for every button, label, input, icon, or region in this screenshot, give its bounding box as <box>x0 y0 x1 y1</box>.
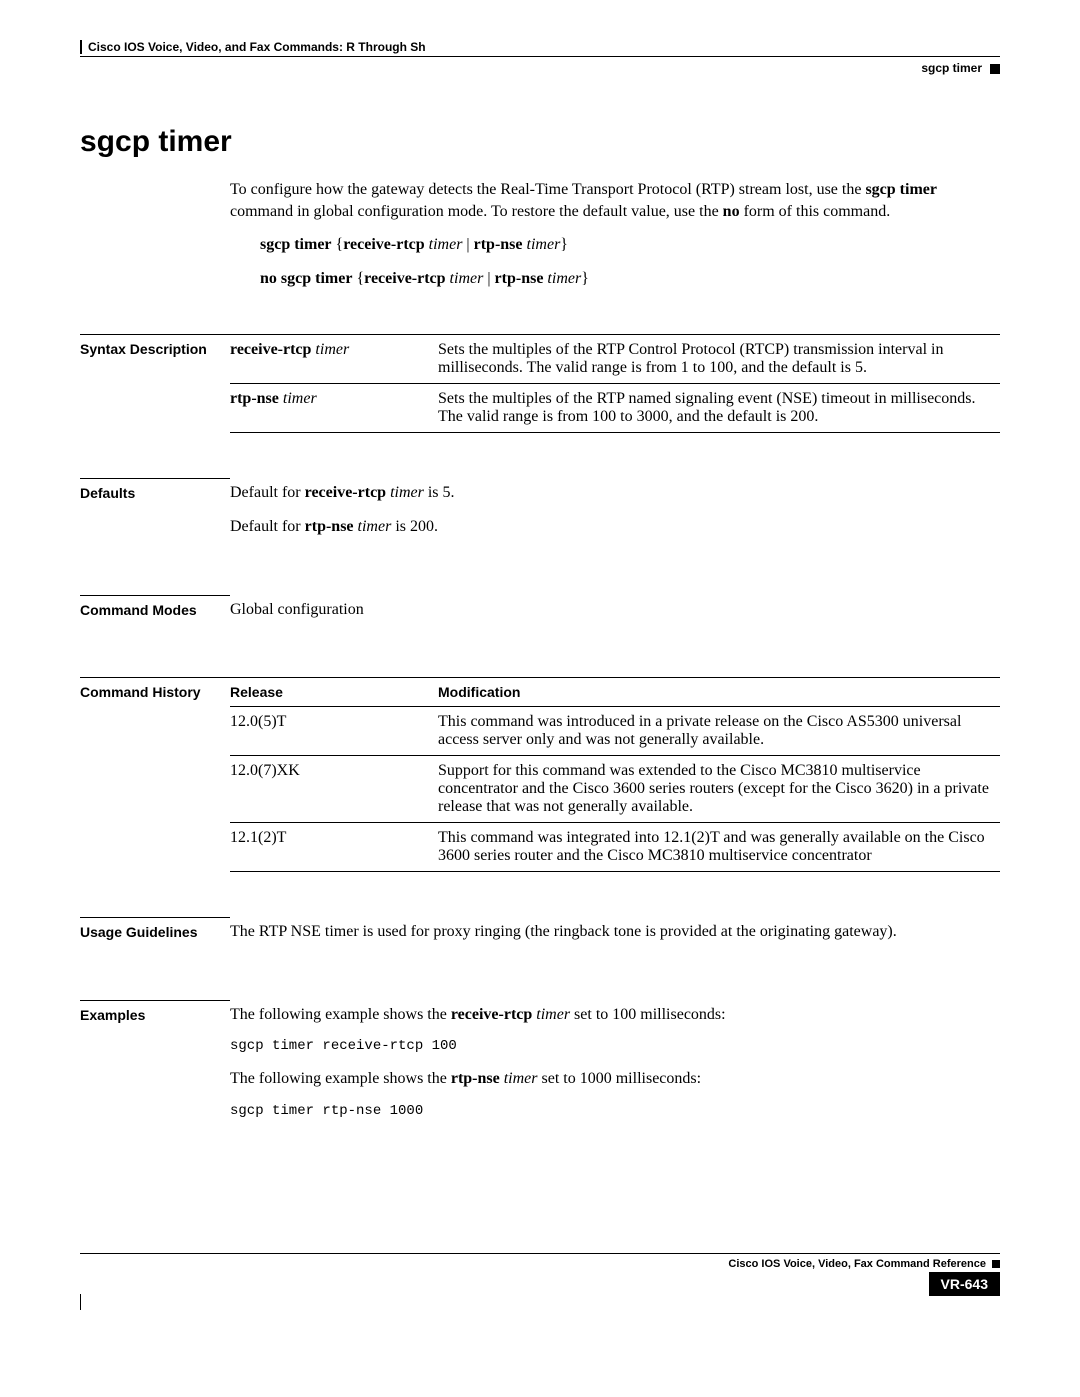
table-row: 12.0(5)TThis command was introduced in a… <box>230 707 1000 756</box>
footer: Cisco IOS Voice, Video, Fax Command Refe… <box>80 1253 1000 1270</box>
code-example: sgcp timer receive-rtcp 100 <box>230 1037 1000 1056</box>
footer-ref: Cisco IOS Voice, Video, Fax Command Refe… <box>728 1258 986 1270</box>
syntax-line-2: no sgcp timer {receive-rtcp timer | rtp-… <box>260 268 1000 290</box>
topic-header: sgcp timer <box>80 61 1000 75</box>
code-example: sgcp timer rtp-nse 1000 <box>230 1102 1000 1121</box>
command-modes-section: Command Modes Global configuration <box>80 595 1000 633</box>
table-row: rtp-nse timer Sets the multiples of the … <box>230 384 1000 433</box>
section-label: Defaults <box>80 478 230 549</box>
section-label: Usage Guidelines <box>80 917 230 955</box>
examples-section: Examples The following example shows the… <box>80 1000 1000 1133</box>
syntax-description-section: Syntax Description receive-rtcp timer Se… <box>80 334 1000 433</box>
chapter-title: Cisco IOS Voice, Video, and Fax Commands… <box>80 40 1000 54</box>
topic-name: sgcp timer <box>921 61 982 75</box>
page-number: VR-643 <box>80 1276 1000 1294</box>
page-title: sgcp timer <box>80 125 1000 159</box>
table-row: 12.1(2)TThis command was integrated into… <box>230 823 1000 872</box>
marker-icon <box>990 64 1000 74</box>
section-label: Examples <box>80 1000 230 1133</box>
table-header-row: Release Modification <box>230 678 1000 707</box>
table-row: receive-rtcp timer Sets the multiples of… <box>230 335 1000 384</box>
table-row: 12.0(7)XKSupport for this command was ex… <box>230 756 1000 823</box>
section-label: Syntax Description <box>80 334 230 433</box>
syntax-table: receive-rtcp timer Sets the multiples of… <box>230 334 1000 433</box>
defaults-section: Defaults Default for receive-rtcp timer … <box>80 478 1000 549</box>
section-label: Command Modes <box>80 595 230 633</box>
syntax-line-1: sgcp timer {receive-rtcp timer | rtp-nse… <box>260 234 1000 256</box>
usage-guidelines-section: Usage Guidelines The RTP NSE timer is us… <box>80 917 1000 955</box>
crop-mark-icon <box>80 1294 82 1310</box>
command-history-section: Command History Release Modification 12.… <box>80 677 1000 872</box>
history-table: Release Modification 12.0(5)TThis comman… <box>230 677 1000 872</box>
section-label: Command History <box>80 677 230 872</box>
chapter-header: Cisco IOS Voice, Video, and Fax Commands… <box>80 40 1000 57</box>
marker-icon <box>992 1260 1000 1268</box>
intro-paragraph: To configure how the gateway detects the… <box>230 179 1000 289</box>
